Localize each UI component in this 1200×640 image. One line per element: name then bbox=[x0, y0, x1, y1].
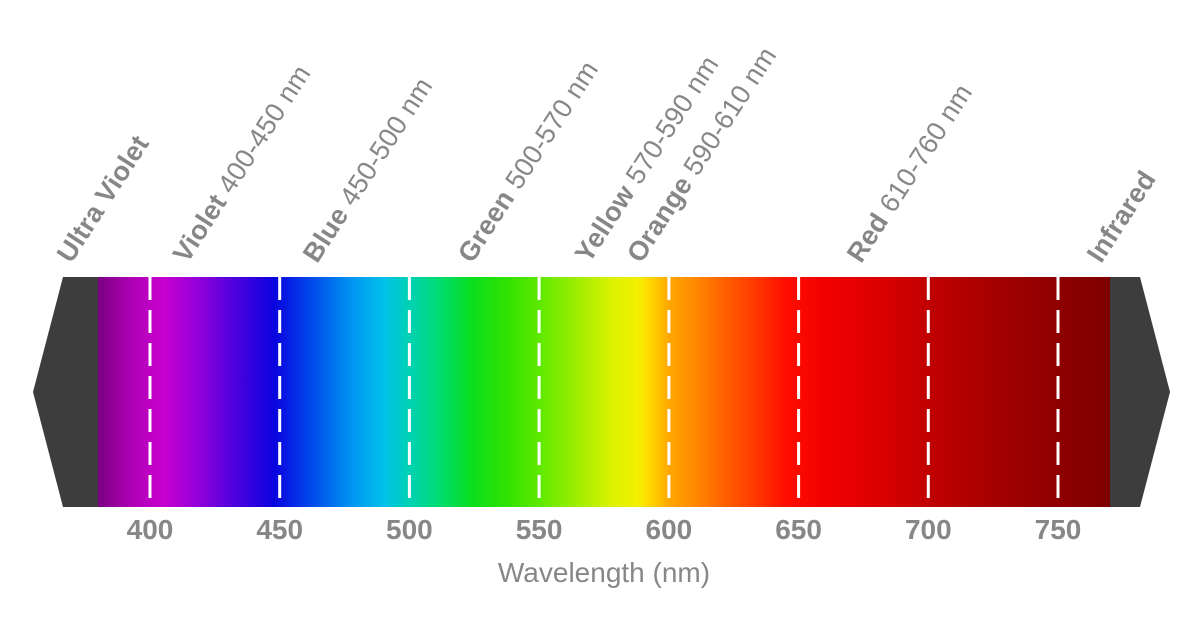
tick-label-550: 550 bbox=[515, 514, 563, 545]
tick-label-600: 600 bbox=[645, 514, 693, 545]
tick-label-500: 500 bbox=[386, 514, 433, 545]
tick-label-450: 450 bbox=[256, 514, 304, 545]
tick-label-400: 400 bbox=[126, 514, 174, 545]
tick-label-650: 650 bbox=[775, 514, 822, 545]
uv-arrow-cap bbox=[33, 277, 98, 507]
tick-label-750: 750 bbox=[1034, 514, 1082, 545]
ir-arrow-cap bbox=[1110, 277, 1170, 507]
x-axis-title: Wavelength (nm) bbox=[497, 557, 711, 588]
spectrum-gradient-bar bbox=[98, 277, 1110, 507]
tick-label-700: 700 bbox=[904, 514, 952, 545]
